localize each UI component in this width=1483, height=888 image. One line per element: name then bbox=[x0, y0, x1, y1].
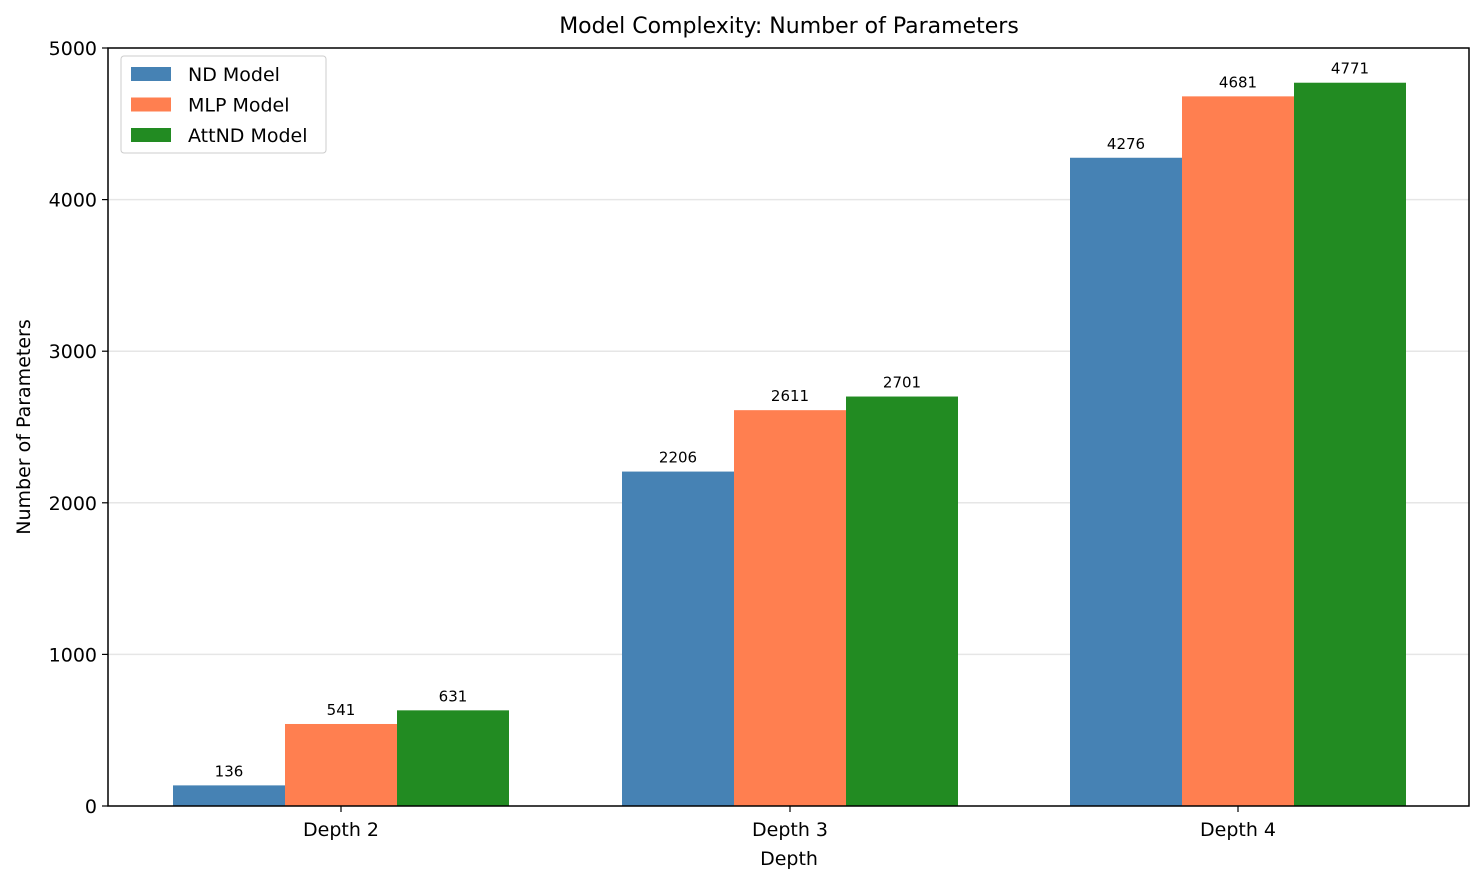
chart-title: Model Complexity: Number of Parameters bbox=[559, 14, 1019, 39]
y-axis-ticks: 0 1000 2000 3000 4000 5000 bbox=[49, 38, 108, 818]
legend-box bbox=[120, 55, 327, 154]
bars bbox=[173, 82, 1406, 806]
bar bbox=[1294, 82, 1406, 806]
bar-value-label: 4681 bbox=[1219, 73, 1257, 91]
bar bbox=[622, 471, 734, 806]
bar bbox=[1182, 96, 1294, 806]
bar bbox=[734, 410, 846, 806]
bar-value-label: 4276 bbox=[1107, 135, 1145, 153]
y-tick-label: 2000 bbox=[49, 493, 97, 515]
x-axis-ticks: Depth 2 Depth 3 Depth 4 bbox=[303, 806, 1276, 841]
x-tick-label: Depth 3 bbox=[752, 819, 828, 841]
y-tick-label: 0 bbox=[85, 796, 97, 818]
x-tick-label: Depth 4 bbox=[1200, 819, 1276, 841]
legend-swatch bbox=[131, 67, 171, 81]
bar bbox=[285, 723, 397, 806]
bar-value-label: 631 bbox=[439, 687, 468, 705]
bar-value-label: 2206 bbox=[659, 449, 697, 467]
legend-label: MLP Model bbox=[188, 95, 290, 117]
x-tick-label: Depth 2 bbox=[303, 819, 379, 841]
bar-value-label: 541 bbox=[327, 701, 356, 719]
legend-swatch bbox=[131, 128, 171, 142]
legend-items: ND Model MLP Model AttND Model bbox=[131, 64, 308, 147]
bar bbox=[1070, 157, 1182, 806]
legend-label: AttND Model bbox=[188, 125, 308, 147]
bar-value-labels: 136 2206 4276 541 2611 4681 631 2701 4771 bbox=[215, 60, 1369, 781]
legend-swatch bbox=[131, 97, 171, 112]
legend-label: ND Model bbox=[188, 64, 280, 86]
bar bbox=[397, 710, 509, 806]
bar bbox=[846, 396, 958, 806]
y-tick-label: 4000 bbox=[49, 190, 97, 212]
y-tick-label: 5000 bbox=[49, 38, 97, 60]
bar-value-label: 2701 bbox=[883, 374, 921, 392]
y-tick-label: 3000 bbox=[49, 341, 97, 363]
y-tick-label: 1000 bbox=[49, 644, 97, 666]
y-axis-title: Number of Parameters bbox=[13, 319, 35, 534]
x-axis-title: Depth bbox=[760, 848, 818, 870]
plot-area-frame bbox=[107, 47, 1470, 807]
legend: ND Model MLP Model AttND Model bbox=[120, 55, 327, 154]
bar-value-label: 136 bbox=[215, 762, 244, 780]
bar-value-label: 4771 bbox=[1331, 60, 1369, 78]
bar bbox=[173, 785, 285, 806]
bar-value-label: 2611 bbox=[771, 387, 809, 405]
